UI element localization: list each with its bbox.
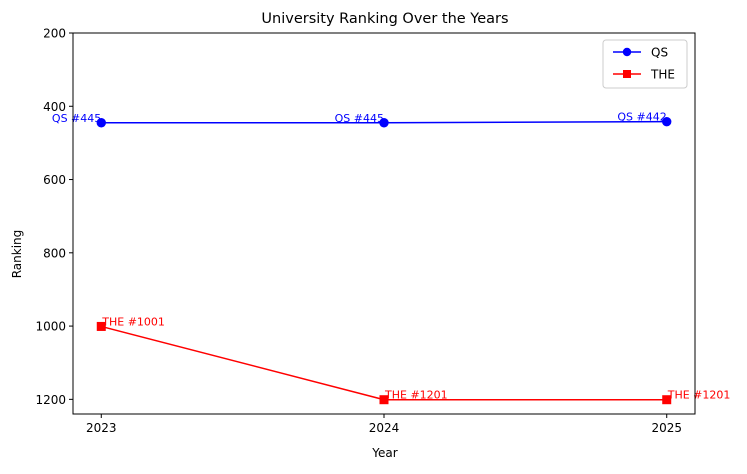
qs-data-point <box>662 116 672 127</box>
legend-qs-marker <box>622 47 632 57</box>
x-tick-label: 2024 <box>369 421 400 435</box>
legend: QS THE <box>602 39 688 89</box>
the-data-label: THE #1001 <box>101 315 165 328</box>
the-data-label: THE #1201 <box>667 389 731 402</box>
y-axis-ticks: 200 400 600 800 1000 1200 <box>35 27 73 407</box>
y-tick-label: 800 <box>43 246 66 260</box>
y-tick-label: 1200 <box>35 393 66 407</box>
qs-data-point <box>96 118 106 128</box>
qs-data-label: QS #445 <box>335 112 384 125</box>
qs-data-label: QS #442 <box>617 111 666 124</box>
legend-the-marker <box>623 70 631 78</box>
plot-marks <box>96 116 672 405</box>
y-tick-label: 1000 <box>35 320 66 334</box>
y-axis-label: Ranking <box>10 230 24 279</box>
legend-the-label: THE <box>650 68 675 82</box>
x-tick-label: 2023 <box>86 421 117 435</box>
data-labels: QS #445 QS #445 QS #442 THE #1001 THE #1201 T… <box>52 111 730 402</box>
x-axis-label: Year <box>371 446 397 460</box>
x-axis-ticks: 2023 2024 2025 <box>86 414 682 435</box>
legend-qs-label: QS <box>651 46 668 60</box>
y-tick-label: 400 <box>43 100 66 114</box>
qs-data-point <box>379 118 389 128</box>
the-data-point <box>96 321 106 331</box>
the-data-label: THE #1201 <box>384 389 448 402</box>
qs-data-label: QS #445 <box>52 112 101 125</box>
the-data-point <box>379 395 389 405</box>
the-data-point <box>662 395 672 405</box>
x-tick-label: 2025 <box>651 421 682 435</box>
y-tick-label: 200 <box>43 27 66 41</box>
chart-title: University Ranking Over the Years <box>261 11 508 27</box>
y-tick-label: 600 <box>43 173 66 187</box>
